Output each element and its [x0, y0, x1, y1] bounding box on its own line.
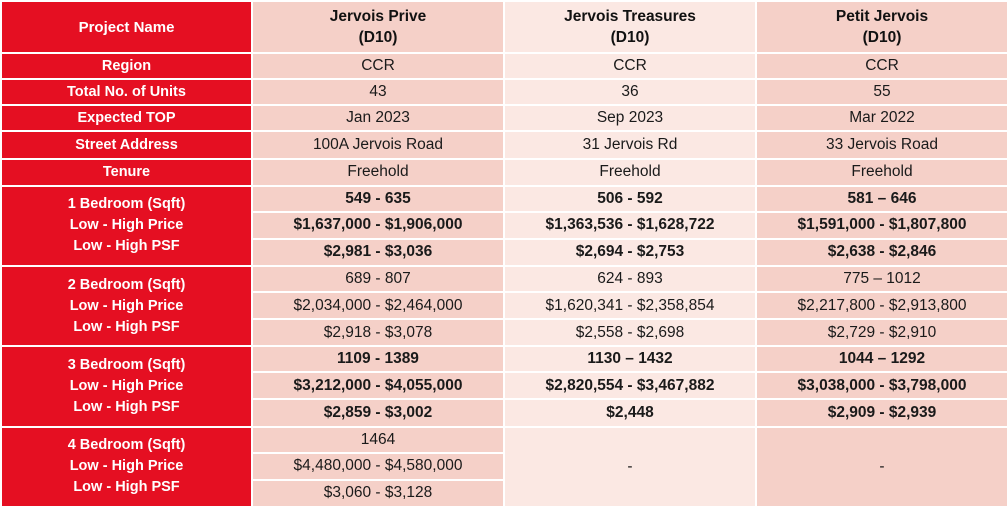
cell-value: CCR: [503, 52, 757, 81]
cell-value: $2,558 - $2,698: [503, 318, 757, 348]
cell-value: 55: [755, 78, 1007, 107]
street-address-row: Street Address 100A Jervois Road 31 Jerv…: [0, 130, 1007, 160]
project-header-jervois-treasures: Jervois Treasures (D10): [503, 0, 757, 55]
three-bedroom-price-row: $3,212,000 - $4,055,000 $2,820,554 - $3,…: [1, 371, 1007, 401]
row-label: Low - High PSF: [73, 398, 180, 415]
cell-value: $2,729 - $2,910: [755, 318, 1007, 348]
row-label: Low - High Price: [69, 297, 184, 314]
cell-value: $3,060 - $3,128: [251, 478, 505, 508]
row-label: Total No. of Units: [0, 78, 253, 107]
region-row: Region CCR CCR CCR: [0, 52, 1007, 81]
cell-value: $2,448: [503, 398, 757, 428]
cell-value: Jan 2023: [251, 104, 505, 133]
three-bedroom-label: 3 Bedroom (Sqft) Low - High Price Low - …: [0, 345, 253, 428]
row-label: Low - High PSF: [73, 479, 180, 496]
cell-value: $2,034,000 - $2,464,000: [251, 291, 505, 321]
four-bedroom-label: 4 Bedroom (Sqft) Low - High Price Low - …: [0, 425, 253, 508]
one-bedroom-price-row: $1,637,000 - $1,906,000 $1,363,536 - $1,…: [1, 210, 1007, 240]
cell-value: $2,694 - $2,753: [503, 237, 757, 267]
four-bedroom-psf-row: $3,060 - $3,128: [1, 478, 1007, 508]
cell-value: $2,981 - $3,036: [251, 237, 505, 267]
cell-value: 100A Jervois Road: [251, 130, 505, 160]
header-row: Project Name Jervois Prive (D10) Jervois…: [0, 0, 1007, 55]
row-label: Tenure: [0, 157, 253, 187]
three-bedroom-sqft-row: 3 Bedroom (Sqft) Low - High Price Low - …: [0, 345, 1007, 428]
cell-value: $2,918 - $3,078: [251, 318, 505, 348]
four-bedroom-price-row: $4,480,000 - $4,580,000: [1, 451, 1007, 481]
row-label: Low - High Price: [69, 217, 184, 234]
row-label: 3 Bedroom (Sqft): [67, 356, 186, 373]
two-bedroom-sqft-row: 2 Bedroom (Sqft) Low - High Price Low - …: [0, 264, 1007, 348]
cell-value: $3,212,000 - $4,055,000: [251, 371, 505, 401]
not-available-cell: -: [755, 425, 1007, 508]
cell-value: $1,363,536 - $1,628,722: [503, 210, 757, 240]
cell-value: $2,217,800 - $2,913,800: [755, 291, 1007, 321]
cell-value: $2,820,554 - $3,467,882: [503, 371, 757, 401]
project-name: Petit Jervois: [835, 8, 929, 26]
cell-value: CCR: [251, 52, 505, 81]
expected-top-row: Expected TOP Jan 2023 Sep 2023 Mar 2022: [0, 104, 1007, 133]
row-label: 2 Bedroom (Sqft): [67, 276, 186, 293]
cell-value: $2,909 - $2,939: [755, 398, 1007, 428]
row-label: Region: [0, 52, 253, 81]
cell-value: 36: [503, 78, 757, 107]
cell-value: 549 - 635: [251, 184, 505, 213]
cell-value: 33 Jervois Road: [755, 130, 1007, 160]
cell-value: 1109 - 1389: [251, 345, 505, 374]
cell-value: $1,637,000 - $1,906,000: [251, 210, 505, 240]
project-district: (D10): [358, 29, 398, 47]
cell-value: 31 Jervois Rd: [503, 130, 757, 160]
project-name: Jervois Treasures: [564, 8, 696, 26]
row-label: Low - High PSF: [73, 318, 180, 335]
row-label: 4 Bedroom (Sqft): [67, 437, 186, 454]
cell-value: Freehold: [755, 157, 1007, 187]
cell-value: 1464: [251, 425, 505, 454]
project-district: (D10): [610, 29, 650, 47]
cell-value: 775 – 1012: [755, 264, 1007, 294]
project-district: (D10): [862, 29, 902, 47]
total-units-row: Total No. of Units 43 36 55: [0, 78, 1007, 107]
cell-value: 1044 – 1292: [755, 345, 1007, 374]
cell-value: 624 - 893: [503, 264, 757, 294]
one-bedroom-psf-row: $2,981 - $3,036 $2,694 - $2,753 $2,638 -…: [1, 237, 1007, 267]
not-available-cell: -: [503, 425, 757, 508]
project-header-jervois-prive: Jervois Prive (D10): [251, 0, 505, 55]
cell-value: 1130 – 1432: [503, 345, 757, 374]
cell-value: 43: [251, 78, 505, 107]
cell-value: Sep 2023: [503, 104, 757, 133]
row-label: Low - High Price: [69, 377, 184, 394]
project-name-label: Project Name: [0, 0, 253, 55]
cell-value: $2,638 - $2,846: [755, 237, 1007, 267]
four-bedroom-sqft-row: 4 Bedroom (Sqft) Low - High Price Low - …: [0, 425, 1007, 508]
cell-value: Freehold: [251, 157, 505, 187]
row-label: Expected TOP: [0, 104, 253, 133]
two-bedroom-price-row: $2,034,000 - $2,464,000 $1,620,341 - $2,…: [1, 291, 1007, 321]
cell-value: 581 – 646: [755, 184, 1007, 213]
row-label: Low - High PSF: [73, 238, 180, 255]
row-label: Low - High Price: [69, 458, 184, 475]
cell-value: 506 - 592: [503, 184, 757, 213]
cell-value: $3,038,000 - $3,798,000: [755, 371, 1007, 401]
one-bedroom-label: 1 Bedroom (Sqft) Low - High Price Low - …: [0, 184, 253, 267]
cell-value: CCR: [755, 52, 1007, 81]
row-label: Street Address: [0, 130, 253, 160]
cell-value: $4,480,000 - $4,580,000: [251, 451, 505, 481]
three-bedroom-psf-row: $2,859 - $3,002 $2,448 $2,909 - $2,939: [1, 398, 1007, 428]
cell-value: Mar 2022: [755, 104, 1007, 133]
cell-value: Freehold: [503, 157, 757, 187]
one-bedroom-sqft-row: 1 Bedroom (Sqft) Low - High Price Low - …: [0, 184, 1007, 267]
two-bedroom-psf-row: $2,918 - $3,078 $2,558 - $2,698 $2,729 -…: [1, 318, 1007, 348]
tenure-row: Tenure Freehold Freehold Freehold: [0, 157, 1007, 187]
project-header-petit-jervois: Petit Jervois (D10): [755, 0, 1007, 55]
row-label: 1 Bedroom (Sqft): [67, 196, 186, 213]
project-name: Jervois Prive: [329, 8, 427, 26]
two-bedroom-label: 2 Bedroom (Sqft) Low - High Price Low - …: [0, 264, 253, 348]
cell-value: $1,591,000 - $1,807,800: [755, 210, 1007, 240]
cell-value: 689 - 807: [251, 264, 505, 294]
cell-value: $1,620,341 - $2,358,854: [503, 291, 757, 321]
cell-value: $2,859 - $3,002: [251, 398, 505, 428]
